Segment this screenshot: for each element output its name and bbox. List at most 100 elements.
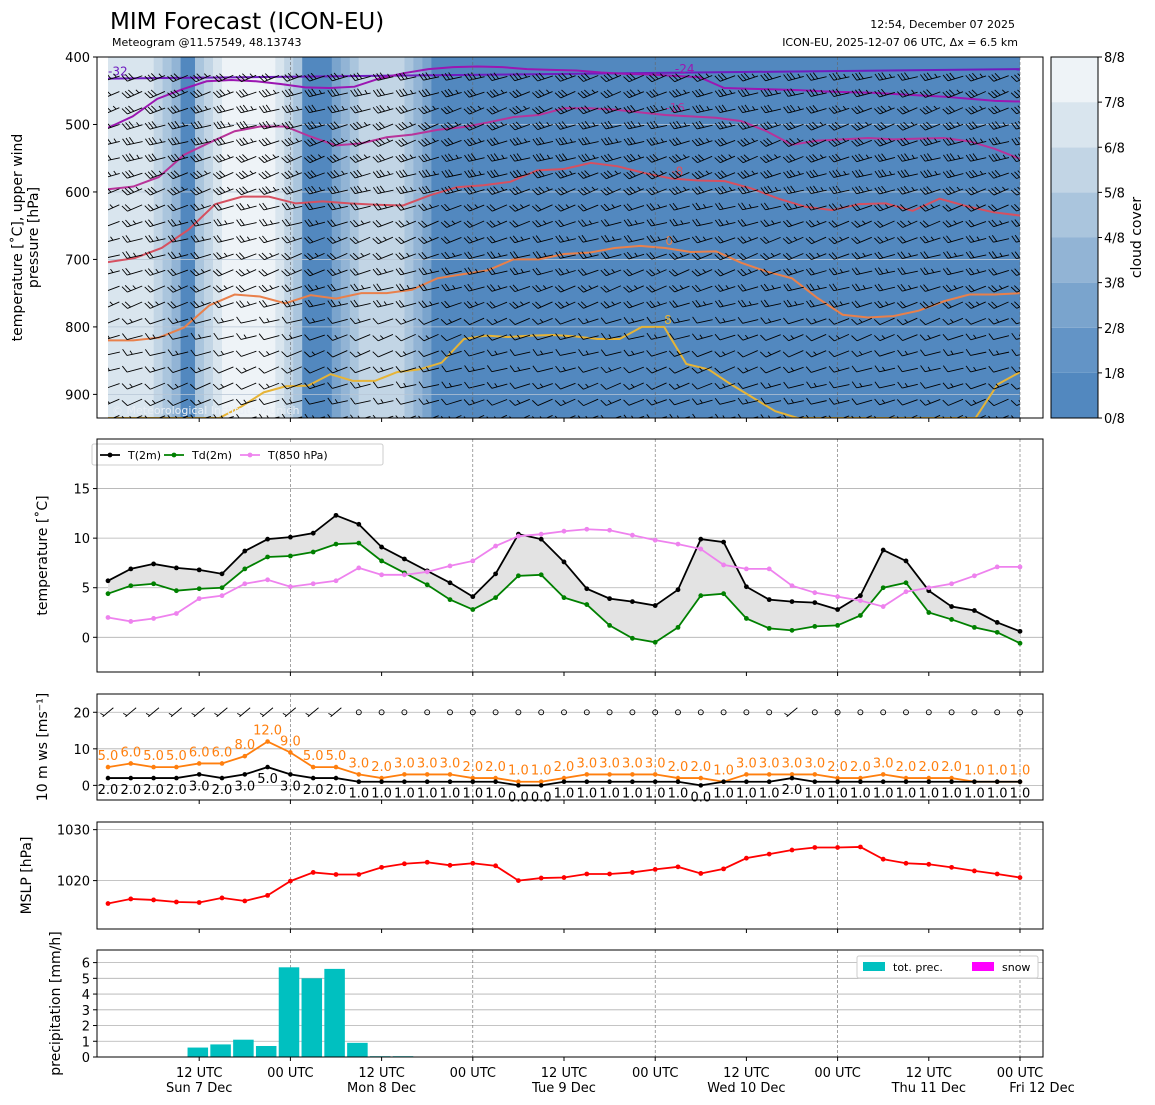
upper-wind-barb (760, 219, 781, 228)
barb-shaft (765, 269, 781, 276)
barb-half-flag (608, 399, 612, 404)
barb-flag (897, 284, 903, 292)
upper-wind-barb (760, 202, 782, 211)
upper-wind-barb (144, 204, 166, 212)
barb-flag (304, 237, 311, 244)
upper-wind-barb (600, 268, 622, 277)
barb-flag (470, 89, 477, 96)
barb-flag (284, 186, 291, 194)
barb-shaft (307, 707, 319, 718)
barb-shaft (651, 319, 668, 324)
barb-flag (968, 187, 975, 194)
barb-shaft (446, 173, 462, 178)
barb-flag (744, 72, 750, 80)
barb-shaft (742, 108, 759, 114)
temperature-legend: T(2m) Td(2m) T(850 hPa) (91, 443, 384, 466)
barb-flag (512, 301, 519, 308)
mean-wind-point (424, 779, 430, 785)
upper-wind-barb (669, 104, 690, 114)
barb-shaft (446, 140, 462, 147)
barb-shaft (811, 415, 827, 418)
cloud-cover-core (222, 57, 276, 418)
barb-flag (942, 285, 949, 292)
barb-flag (896, 108, 903, 115)
barb-flag (212, 286, 219, 293)
upper-wind-barb (623, 186, 644, 196)
barb-flag (623, 76, 630, 83)
barb-shaft (993, 75, 1009, 82)
barb-shaft (697, 350, 713, 358)
barb-flag (281, 351, 288, 358)
barb-shaft (674, 319, 690, 324)
barb-flag (831, 106, 838, 113)
barb-flag (577, 317, 584, 325)
upper-wind-barb (350, 104, 371, 114)
barb-flag (851, 90, 858, 98)
barb-shaft (651, 416, 668, 418)
upper-wind-barb (759, 350, 781, 358)
barb-half-flag (474, 204, 479, 208)
barb-half-flag (680, 220, 684, 225)
barb-flag (304, 285, 310, 292)
barb-flag (535, 122, 542, 129)
calm-wind-marker (1017, 709, 1023, 716)
barb-flag (835, 169, 841, 177)
barb-half-flag (591, 89, 596, 94)
upper-wind-barb (144, 301, 166, 309)
barb-shaft (108, 75, 120, 82)
barb-shaft (400, 318, 417, 325)
barb-shaft (879, 173, 896, 178)
barb-shaft (856, 92, 873, 98)
barb-flag (577, 92, 584, 99)
barb-flag (760, 157, 767, 163)
barb-flag (900, 301, 907, 308)
barb-shaft (127, 301, 143, 309)
barb-flag (965, 318, 972, 325)
barb-shaft (1016, 204, 1020, 212)
barb-flag (760, 397, 766, 405)
barb-flag (265, 137, 271, 144)
barb-shaft (172, 415, 189, 418)
barb-half-flag (315, 285, 319, 290)
barb-flag (281, 203, 287, 211)
barb-flag (558, 251, 564, 258)
barb-flag (851, 124, 858, 131)
barb-shaft (400, 76, 417, 81)
barb-shaft (788, 286, 804, 292)
barb-flag (464, 284, 470, 292)
upper-wind-barb (805, 252, 827, 261)
upper-wind-barb (555, 268, 576, 276)
upper-wind-barb (1010, 186, 1020, 196)
upper-wind-barb (327, 169, 348, 179)
upper-wind-barb (714, 218, 736, 227)
mean-wind-value-label: 1.0 (599, 787, 620, 802)
barb-flag (353, 202, 359, 210)
barb-flag (490, 138, 496, 145)
barb-flag (532, 92, 539, 99)
upper-wind-barb (108, 219, 120, 228)
barb-flag (760, 89, 766, 97)
gust-value-label: 6.0 (212, 745, 233, 760)
barb-half-flag (312, 318, 316, 323)
barb-shaft (606, 91, 622, 99)
barb-half-flag (979, 170, 984, 175)
upper-wind-barb (235, 154, 257, 163)
barb-flag (258, 219, 265, 227)
upper-wind-barb (896, 399, 918, 406)
upper-wind-barb (919, 186, 941, 195)
barb-flag (828, 90, 835, 97)
barb-shaft (993, 398, 1009, 407)
barb-shaft (970, 301, 986, 309)
barb-flag (786, 170, 793, 178)
barb-shaft (696, 205, 713, 211)
upper-wind-barb (782, 366, 804, 374)
upper-wind-barb (190, 186, 211, 196)
barb-flag (668, 253, 675, 260)
barb-shaft (172, 335, 189, 340)
barb-flag (285, 105, 291, 113)
barb-shaft (719, 319, 736, 324)
barb-flag (490, 73, 496, 80)
series-point (903, 580, 909, 586)
barb-flag (828, 318, 835, 325)
barb-shaft (423, 236, 439, 245)
